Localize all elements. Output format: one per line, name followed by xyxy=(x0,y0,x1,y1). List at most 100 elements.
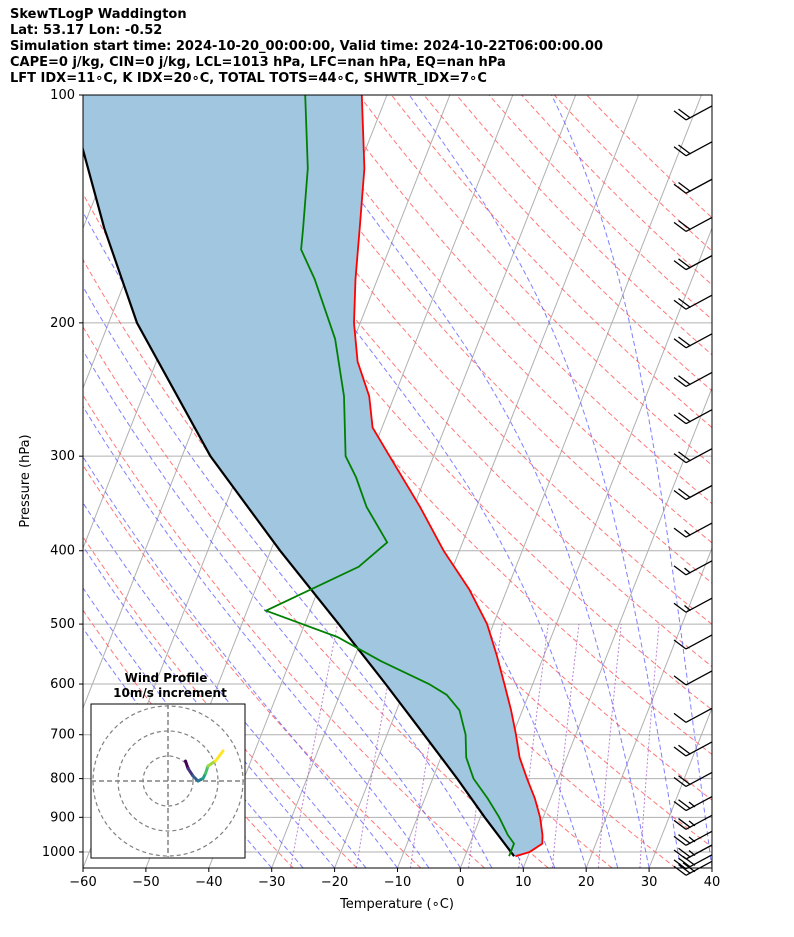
dry-adiabat xyxy=(521,95,712,286)
moist-adiabat xyxy=(551,95,712,868)
dry-adiabat xyxy=(553,95,712,252)
mixing-ratio-line xyxy=(639,624,660,868)
isotherm-line xyxy=(585,546,712,868)
wind-barb xyxy=(673,371,713,388)
x-tick-label: −60 xyxy=(69,875,96,890)
wind-barb xyxy=(673,178,713,194)
moist-adiabat xyxy=(83,349,461,868)
x-tick-label: 40 xyxy=(704,875,721,890)
location-coordinates: Lat: 53.17 Lon: -0.52 xyxy=(10,23,163,38)
mixing-ratio-line xyxy=(518,624,549,868)
dry-adiabat xyxy=(83,258,613,868)
wind-barb xyxy=(673,141,713,157)
y-tick-label: 1000 xyxy=(42,845,75,860)
x-tick-label: 0 xyxy=(456,875,464,890)
hodograph-segment xyxy=(214,749,225,763)
dewpoint-line xyxy=(263,95,516,857)
moist-adiabat xyxy=(408,95,681,868)
wind-barb xyxy=(673,105,713,121)
y-tick-label: 200 xyxy=(50,316,75,331)
y-tick-label: 100 xyxy=(50,88,75,103)
dry-adiabat xyxy=(488,95,712,321)
y-tick-label: 800 xyxy=(50,772,75,787)
wind-barb xyxy=(673,771,713,788)
isotherm-line xyxy=(0,95,72,868)
mixing-ratio-line xyxy=(409,624,449,868)
hodograph-subtitle: 10m/s increment xyxy=(113,686,227,700)
y-tick-label: 900 xyxy=(50,810,75,825)
profile-lines xyxy=(83,95,544,858)
wind-barb xyxy=(673,741,713,757)
hodograph-inset: Wind Profile 10m/s increment xyxy=(90,671,246,859)
dry-adiabat xyxy=(163,95,712,711)
dry-adiabat xyxy=(83,535,358,868)
stability-indices: LFT IDX=11∘C, K IDX=20∘C, TOTAL TOTS=44∘… xyxy=(10,71,487,86)
dry-adiabat xyxy=(260,95,712,584)
isotherm-line xyxy=(522,386,712,868)
parcel-profile-line xyxy=(83,145,515,857)
dry-adiabat xyxy=(586,95,712,219)
isotherm-line xyxy=(83,95,136,230)
cin-shading xyxy=(83,95,543,857)
isotherm-line xyxy=(648,706,712,868)
dry-adiabat xyxy=(83,464,422,868)
x-tick-label: 20 xyxy=(578,875,595,890)
moist-adiabat xyxy=(83,545,335,868)
isotherm-line xyxy=(711,866,712,868)
y-tick-label: 600 xyxy=(50,677,75,692)
isotherm-line xyxy=(271,95,577,868)
wind-barb xyxy=(673,814,713,830)
wind-barb xyxy=(673,830,713,846)
x-tick-label: −40 xyxy=(195,875,222,890)
x-tick-label: −20 xyxy=(321,875,348,890)
chart-title: SkewTLogP Waddington xyxy=(10,7,187,22)
wind-barb xyxy=(673,670,713,686)
wind-barb xyxy=(673,294,713,310)
chart-header: SkewTLogP Waddington Lat: 53.17 Lon: -0.… xyxy=(10,7,603,87)
wind-barb xyxy=(673,409,713,425)
wind-barb xyxy=(673,795,713,812)
mixing-ratio-line xyxy=(551,624,580,868)
wind-barb xyxy=(673,448,713,464)
wind-barb xyxy=(673,255,713,271)
x-tick-label: −30 xyxy=(258,875,285,890)
wind-barb xyxy=(673,484,713,501)
x-tick-label: −50 xyxy=(132,875,159,890)
dry-adiabat xyxy=(228,95,712,625)
temperature-line xyxy=(353,95,544,858)
dry-adiabat xyxy=(83,394,485,868)
hodograph-segment xyxy=(186,767,195,778)
isotherm-line xyxy=(0,95,10,868)
moist-adiabat xyxy=(193,95,619,868)
moist-adiabat xyxy=(83,285,493,868)
y-tick-label: 700 xyxy=(50,728,75,743)
y-tick-label: 500 xyxy=(50,617,75,632)
dry-adiabat xyxy=(195,95,712,668)
wind-barb xyxy=(673,216,713,232)
mixing-ratio-line xyxy=(597,624,622,868)
wind-barb xyxy=(673,522,713,538)
y-tick-label: 400 xyxy=(50,544,75,559)
wind-barb xyxy=(673,634,713,650)
isotherm-line xyxy=(334,95,640,868)
x-axis-label: Temperature (∘C) xyxy=(339,897,454,912)
y-tick-label: 300 xyxy=(50,449,75,464)
wind-barb xyxy=(673,854,713,870)
dry-adiabat xyxy=(293,95,712,544)
mixing-ratio-line xyxy=(290,624,338,868)
hodograph-title: Wind Profile xyxy=(125,671,208,685)
wind-barb xyxy=(673,597,713,613)
convective-parameters: CAPE=0 j/kg, CIN=0 j/kg, LCL=1013 hPa, L… xyxy=(10,55,506,70)
hodograph-segment xyxy=(206,759,217,768)
moist-adiabat xyxy=(286,95,650,868)
wind-barbs xyxy=(673,105,713,876)
y-axis-label: Pressure (hPa) xyxy=(18,434,33,527)
wind-barb xyxy=(673,560,713,576)
moist-adiabat xyxy=(83,501,367,868)
moist-adiabat xyxy=(83,455,398,868)
wind-barb xyxy=(673,707,713,723)
wind-barb xyxy=(673,333,713,349)
dry-adiabat xyxy=(325,95,712,505)
